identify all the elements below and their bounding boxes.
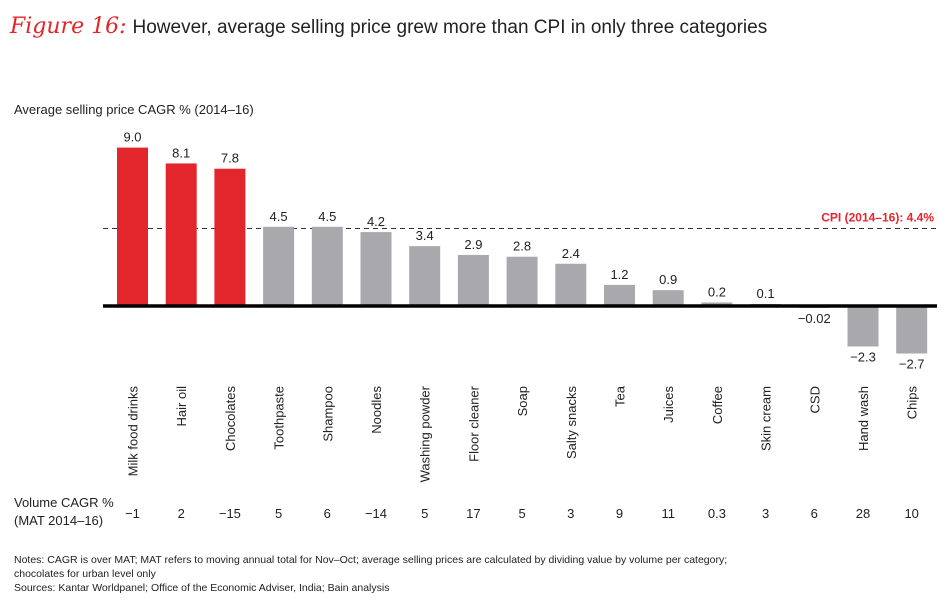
bar — [457, 254, 489, 306]
data-label: 7.8 — [221, 151, 239, 166]
volume-row-label: Volume CAGR % (MAT 2014–16) — [14, 494, 114, 530]
volume-value: 9 — [616, 506, 623, 521]
bar — [506, 256, 538, 306]
volume-value: 0.3 — [708, 506, 726, 521]
bar — [652, 290, 684, 306]
bar — [555, 263, 587, 306]
category-label: Toothpaste — [272, 386, 287, 450]
volume-value: 10 — [904, 506, 918, 521]
figure-title: Figure 16: However, average selling price… — [10, 14, 767, 39]
bar — [263, 226, 295, 306]
notes: Notes: CAGR is over MAT; MAT refers to m… — [14, 553, 934, 595]
category-label: Milk food drinks — [126, 386, 141, 477]
category-label: Hair oil — [174, 386, 189, 427]
volume-label-line1: Volume CAGR % — [14, 495, 114, 510]
category-label: Juices — [661, 386, 676, 423]
volume-value: 6 — [811, 506, 818, 521]
bar — [311, 226, 343, 306]
category-label: Washing powder — [418, 385, 433, 482]
category-label: Chocolates — [223, 386, 238, 452]
data-label: 8.1 — [172, 145, 190, 160]
bar — [847, 306, 879, 347]
volume-value: −1 — [125, 506, 140, 521]
data-label: −2.3 — [850, 349, 876, 364]
bar — [117, 147, 148, 306]
data-label: 4.5 — [318, 209, 336, 224]
data-label: 4.2 — [367, 214, 385, 229]
category-label: Shampoo — [320, 386, 335, 442]
y-axis-label: Average selling price CAGR % (2014–16) — [14, 102, 254, 117]
category-label: Salty snacks — [564, 386, 579, 459]
volume-value: −15 — [219, 506, 241, 521]
data-label: 2.8 — [513, 239, 531, 254]
figure-number: Figure 16: — [10, 14, 127, 39]
category-label: Hand wash — [856, 386, 871, 451]
bar — [165, 163, 197, 306]
volume-value: 3 — [762, 506, 769, 521]
data-label: 0.1 — [757, 286, 775, 301]
bar — [409, 246, 441, 306]
category-label: CSD — [807, 386, 822, 413]
data-label: 9.0 — [123, 130, 141, 145]
data-label: 0.9 — [659, 272, 677, 287]
category-label: Coffee — [710, 386, 725, 424]
volume-value: 3 — [567, 506, 574, 521]
volume-value: 28 — [856, 506, 870, 521]
data-label: 2.9 — [464, 237, 482, 252]
data-label: 2.4 — [562, 246, 580, 261]
category-label: Floor cleaner — [466, 385, 481, 462]
bar — [896, 306, 928, 354]
category-label: Soap — [515, 386, 530, 416]
data-label: 3.4 — [416, 228, 434, 243]
volume-value: 5 — [275, 506, 282, 521]
data-label: 1.2 — [610, 267, 628, 282]
data-label: 4.5 — [270, 209, 288, 224]
volume-value: 17 — [466, 506, 480, 521]
volume-value: 11 — [661, 506, 675, 521]
notes-line: Notes: CAGR is over MAT; MAT refers to m… — [14, 554, 728, 566]
data-label: 0.2 — [708, 284, 726, 299]
category-label: Chips — [905, 386, 920, 420]
notes-line: chocolates for urban level only — [14, 568, 156, 580]
category-label: Noodles — [369, 386, 384, 434]
figure-heading: However, average selling price grew more… — [132, 17, 768, 38]
volume-label-line2: (MAT 2014–16) — [14, 513, 104, 528]
category-label: Skin cream — [759, 386, 774, 451]
bar — [604, 284, 635, 306]
sources-line: Sources: Kantar Worldpanel; Office of th… — [14, 582, 390, 594]
data-label: −2.7 — [899, 357, 925, 372]
category-label: Tea — [613, 385, 628, 407]
volume-value: 5 — [518, 506, 525, 521]
bar — [214, 168, 246, 306]
volume-value: 2 — [178, 506, 185, 521]
data-label: −0.02 — [798, 311, 831, 326]
bar — [701, 302, 733, 306]
volume-value: 6 — [324, 506, 331, 521]
volume-value: 5 — [421, 506, 428, 521]
bar — [360, 232, 392, 306]
volume-value: −14 — [365, 506, 387, 521]
cpi-reference-label: CPI (2014–16): 4.4% — [821, 211, 934, 225]
